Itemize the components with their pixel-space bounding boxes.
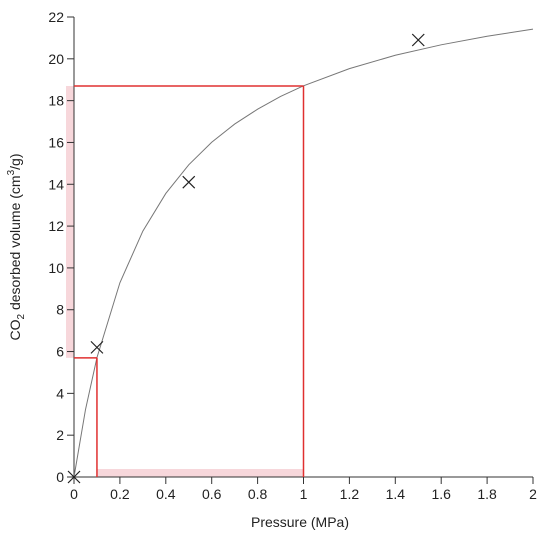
y-tick-label: 6: [56, 344, 64, 360]
y-tick-label: 0: [56, 469, 64, 485]
x-tick-label: 1.6: [431, 486, 451, 502]
data-point: [90, 340, 104, 354]
x-tick-label: 0.6: [202, 486, 222, 502]
y-tick-label: 12: [48, 218, 64, 234]
y-tick-label: 14: [48, 176, 64, 192]
x-tick-label: 1: [300, 486, 308, 502]
y-label-sub: 2: [16, 313, 27, 319]
y-tick-label: 2: [56, 427, 64, 443]
y-tick-label: 4: [56, 385, 64, 401]
x-tick-label: 0.8: [248, 486, 268, 502]
x-band: [96, 469, 304, 477]
y-label-part: /g): [7, 154, 23, 170]
y-tick-label: 8: [56, 302, 64, 318]
y-tick-label: 18: [48, 93, 64, 109]
data-point: [182, 175, 196, 189]
x-tick-label: 0.2: [110, 486, 130, 502]
y-label-part: desorbed volume (cm: [7, 175, 23, 314]
x-tick-label: 0: [70, 486, 78, 502]
y-axis-label: CO2 desorbed volume (cm3/g): [6, 154, 27, 341]
data-point: [411, 33, 425, 47]
fit-curve: [73, 28, 534, 478]
x-tick-label: 1.4: [386, 486, 406, 502]
x-axis-label: Pressure (MPa): [251, 514, 349, 530]
y-band: [66, 86, 74, 358]
x-tick-label: 1.8: [477, 486, 497, 502]
x-tick-label: 1.2: [340, 486, 360, 502]
y-tick-label: 10: [48, 260, 64, 276]
x-tick-label: 0.4: [156, 486, 176, 502]
y-label-sup: 3: [6, 169, 17, 175]
y-tick-label: 20: [48, 51, 64, 67]
y-tick-label: 16: [48, 134, 64, 150]
y-tick-label: 22: [48, 9, 64, 25]
x-tick-label: 2: [529, 486, 537, 502]
data-point: [67, 470, 81, 484]
y-label-part: CO: [7, 319, 23, 340]
